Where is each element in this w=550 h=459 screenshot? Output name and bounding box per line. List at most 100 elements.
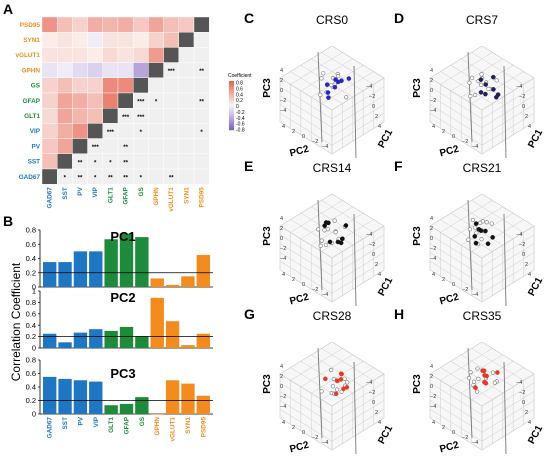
pca-tick-pc3: 0 [280,384,283,390]
colorbar-title: Coefficient [228,73,252,79]
pca-panel-label: G [244,306,255,322]
significance-marker: ** [78,160,83,166]
pca-tick-pc1: −2 [519,94,525,100]
pca-gridline [481,409,535,442]
heatmap-cell [148,77,164,94]
heatmap-colorbar: Coefficient 0.80.60.40.20-0.2-0.4-0.6-0.8 [228,73,252,134]
pca-gridline [331,391,385,424]
pca-tick-pc3: 2 [280,78,283,84]
heatmap-cell [178,168,195,185]
pca-axis-line [467,347,473,439]
pca-point-other [468,370,473,375]
pca-tick-pc3: −2 [280,98,286,104]
heatmap-cell [117,62,134,78]
pca-point-group [340,236,345,242]
heatmap-cell [117,77,134,94]
pca-gridline [471,219,524,252]
pca-point-other [318,92,323,97]
heatmap-cell [72,32,88,48]
bar [58,378,72,414]
heatmap-cell [57,16,73,33]
pca-point-group [332,84,338,90]
pca-tick-pc3: 4 [430,216,433,222]
pca-axis-pc3: PC3 [412,78,423,98]
pca-gridline [331,234,385,267]
bar-y-tick-label: 0.4 [26,254,36,263]
bar [135,397,149,414]
bar-y-tick-label: 0 [32,344,36,353]
colorbar-tick: 0.4 [236,92,243,98]
pca-gridline [481,391,535,424]
pca-point-other [329,83,334,88]
colorbar-step [229,81,234,84]
heatmap-cell [41,77,58,94]
heatmap-cell [102,47,119,63]
pca-tick-pc2: −4 [472,440,478,446]
significance-marker: * [200,130,203,136]
colorbar-step [229,95,234,98]
pca-point-other [486,86,491,91]
bar-chart-title: PC2 [110,290,135,305]
pca-gridline [429,409,483,442]
pca-tick-pc1: −4 [516,380,522,386]
pca-tick-pc3: 0 [280,88,283,94]
pca-gridline [331,382,385,415]
pca-tick-pc1: 0 [522,252,525,258]
significance-marker: ** [123,145,128,151]
pca-gridline [290,200,343,233]
pca-point-other [479,237,484,242]
pca-tick-pc2: −2 [462,435,468,441]
pca-tick-pc3: 2 [430,78,433,84]
pca-tick-pc1: 4 [378,124,381,130]
pca-gridline [481,400,535,433]
pca-tick-pc3: 4 [280,68,283,74]
pca-point-other [478,220,483,225]
colorbar-step [229,85,234,88]
bar-y-tick-label: 0.2 [26,268,36,277]
significance-marker: ** [123,160,128,166]
pca-point-other [475,389,480,394]
bar-y-tick-label: 0.6 [26,240,36,249]
pca-plot-title: CRS0 [316,13,348,27]
pca-point-other [316,227,321,232]
heatmap-col-label: PV [77,186,84,195]
pca-panel-label: D [394,10,404,26]
heatmap-cell [178,92,195,109]
bar [89,251,103,287]
colorbar-step [229,123,234,127]
pca-axis-line [353,361,357,455]
bar-y-axis-title: Correlation Coefficient [9,262,23,381]
pca-gridline [429,113,483,146]
pca-gridline [481,261,535,294]
pca-grid-right [481,225,535,303]
significance-marker: *** [122,115,130,121]
colorbar-step [229,103,234,106]
pca-point-group [334,378,340,383]
heatmap-cell [87,16,103,33]
pca-tick-pc3: −4 [430,108,436,114]
pca-point-other [466,376,472,381]
pca-tick-pc2: 4 [282,124,285,130]
pca-gridline [440,71,493,104]
pca-tick-pc3: 2 [430,226,433,232]
heatmap-cell [102,77,119,94]
pca-tick-pc1: −2 [519,242,525,248]
pca-point-other [329,367,334,373]
pca-gridline [471,71,524,104]
heatmap-cell [117,47,134,63]
pca-tick-pc1: 2 [525,262,528,268]
pca-point-group [335,239,341,245]
significance-marker: * [109,160,112,166]
pca-gridline [481,382,535,415]
bar-category-label: GS [139,416,146,426]
bar [119,233,134,287]
bar [43,376,57,414]
pca-gridline [279,400,333,433]
pca-gridline [290,71,343,104]
heatmap-cell [178,47,195,63]
pca-point-group [344,385,350,390]
pca-gridline [321,200,374,233]
pca-point-group [483,380,489,386]
bar [165,284,180,287]
